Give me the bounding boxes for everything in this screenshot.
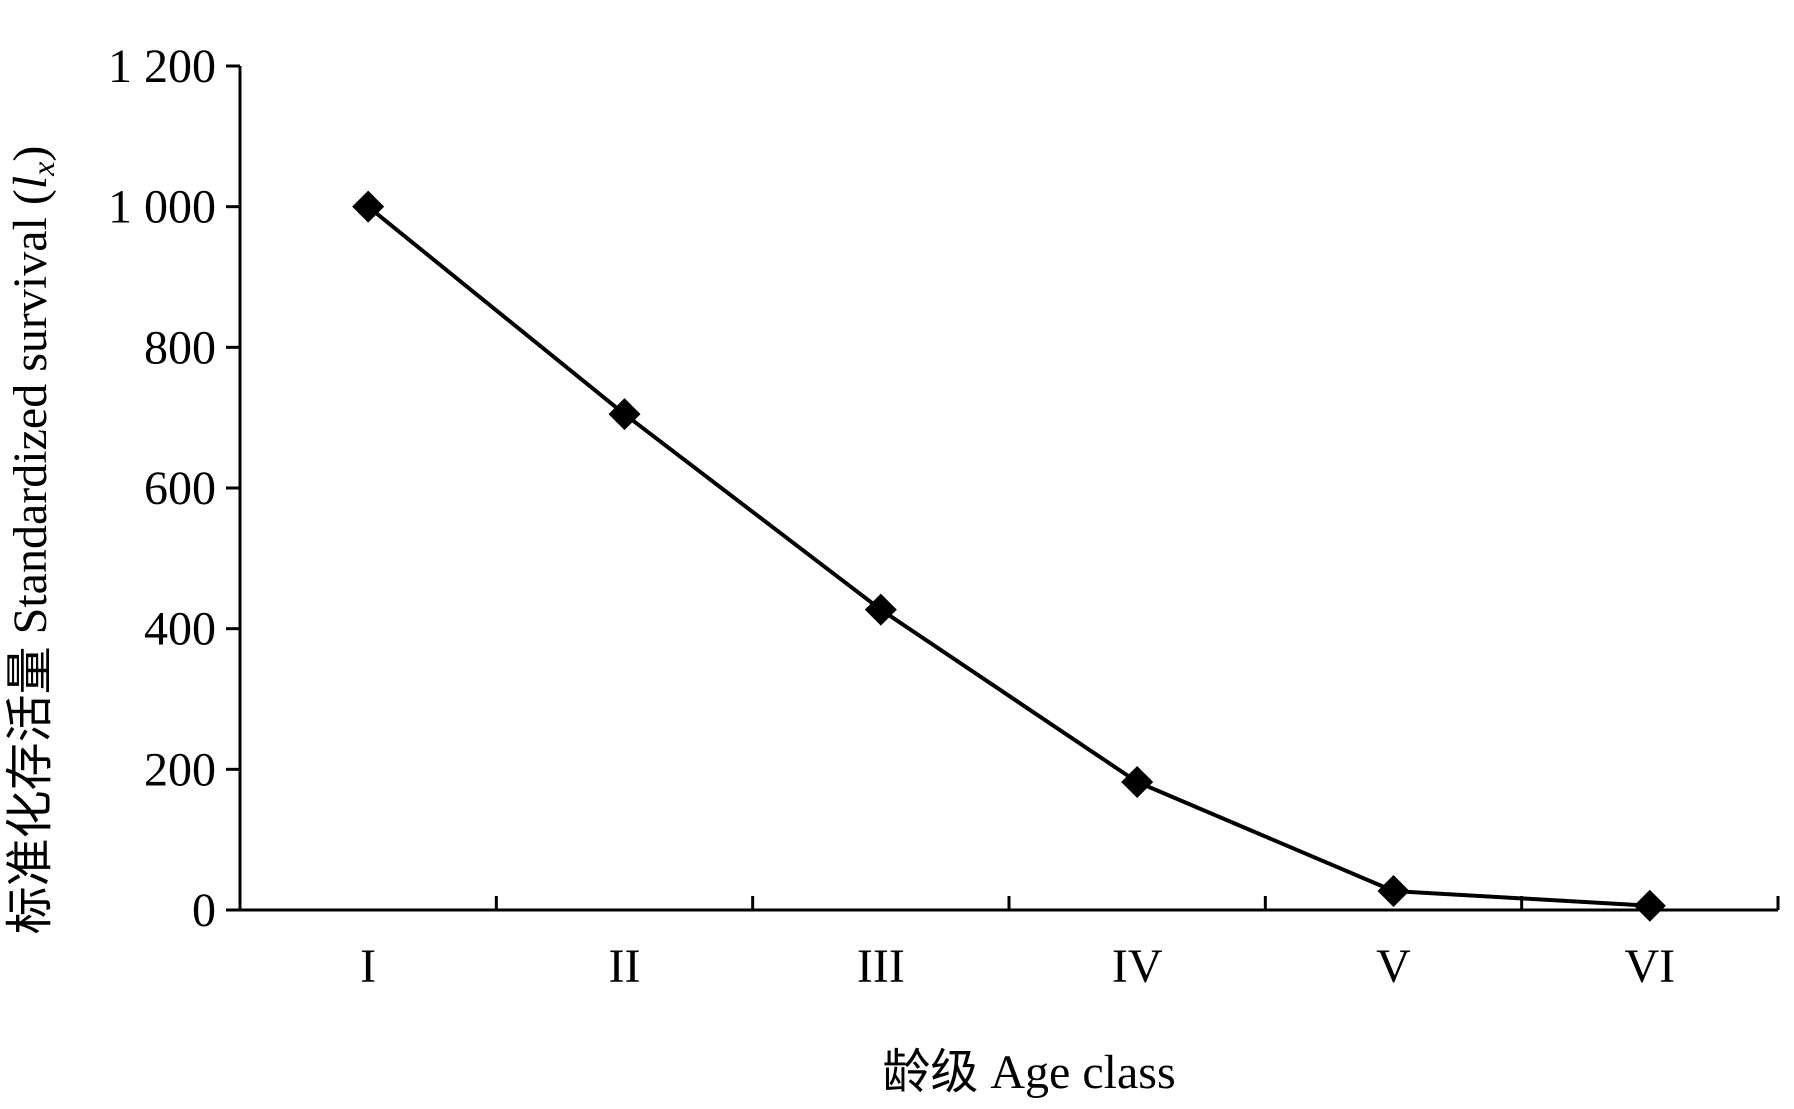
- x-tick-label: IV: [1112, 940, 1163, 993]
- x-tick-label: I: [360, 940, 376, 993]
- y-tick-label: 600: [144, 462, 216, 515]
- data-point-marker: [1121, 765, 1154, 798]
- y-axis-title-prefix: 标准化存活量 Standardized survival (: [4, 189, 57, 934]
- data-point-marker: [864, 593, 897, 626]
- y-axis-title-suffix: ): [4, 146, 57, 162]
- x-ticks: I II III IV V VI: [360, 896, 1780, 993]
- y-tick-label: 400: [144, 603, 216, 656]
- x-tick-label: III: [857, 940, 905, 993]
- y-tick-label: 200: [144, 743, 216, 796]
- y-axis-title: 标准化存活量 Standardized survival (lx): [4, 146, 61, 935]
- series-survival: [352, 190, 1666, 922]
- x-axis-title: 龄级 Age class: [882, 1046, 1175, 1099]
- y-tick-label: 800: [144, 321, 216, 374]
- y-axis-title-var: l: [4, 176, 57, 189]
- data-point-marker: [608, 398, 641, 431]
- series-line: [366, 205, 1650, 908]
- y-axis-title-subscript: x: [25, 162, 61, 177]
- y-tick-label: 1 200: [108, 40, 216, 93]
- data-point-marker: [352, 190, 385, 223]
- axes: [238, 66, 1778, 912]
- y-tick-label: 1 000: [108, 181, 216, 234]
- data-point-marker: [1377, 875, 1410, 908]
- data-point-marker: [1633, 889, 1666, 922]
- y-tick-label: 0: [192, 884, 216, 937]
- x-tick-label: VI: [1625, 940, 1676, 993]
- x-tick-label: II: [609, 940, 641, 993]
- y-ticks: 0 200 400 600 800 1 000 1 200: [108, 40, 240, 937]
- x-tick-label: V: [1376, 940, 1411, 993]
